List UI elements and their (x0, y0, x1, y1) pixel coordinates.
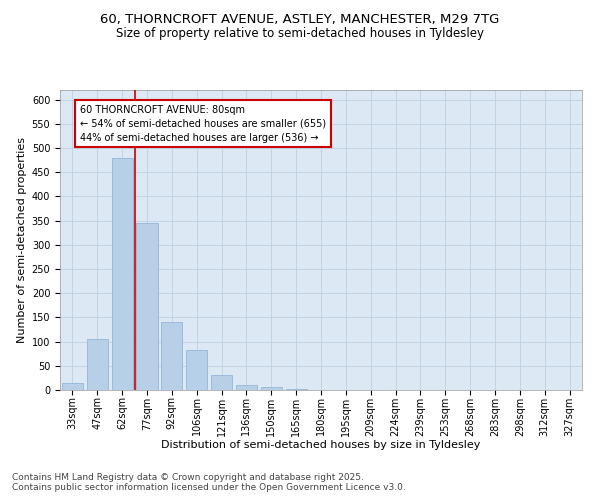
Bar (136, 223, 158, 390)
Bar (161, 322, 182, 390)
Bar (286, 389, 307, 390)
Bar (236, 384, 257, 390)
Bar (87, 339, 108, 390)
Text: 60 THORNCROFT AVENUE: 80sqm
← 54% of semi-detached houses are smaller (655)
44% : 60 THORNCROFT AVENUE: 80sqm ← 54% of sem… (80, 104, 326, 142)
Text: 60, THORNCROFT AVENUE, ASTLEY, MANCHESTER, M29 7TG: 60, THORNCROFT AVENUE, ASTLEY, MANCHESTE… (100, 12, 500, 26)
Bar (261, 387, 282, 390)
Y-axis label: Number of semi-detached properties: Number of semi-detached properties (17, 137, 28, 343)
Bar (62, 383, 83, 390)
X-axis label: Distribution of semi-detached houses by size in Tyldesley: Distribution of semi-detached houses by … (161, 440, 481, 450)
Bar (211, 375, 232, 390)
Text: Size of property relative to semi-detached houses in Tyldesley: Size of property relative to semi-detach… (116, 28, 484, 40)
Bar (112, 158, 133, 390)
Text: Contains HM Land Registry data © Crown copyright and database right 2025.
Contai: Contains HM Land Registry data © Crown c… (12, 473, 406, 492)
Bar (186, 350, 207, 390)
